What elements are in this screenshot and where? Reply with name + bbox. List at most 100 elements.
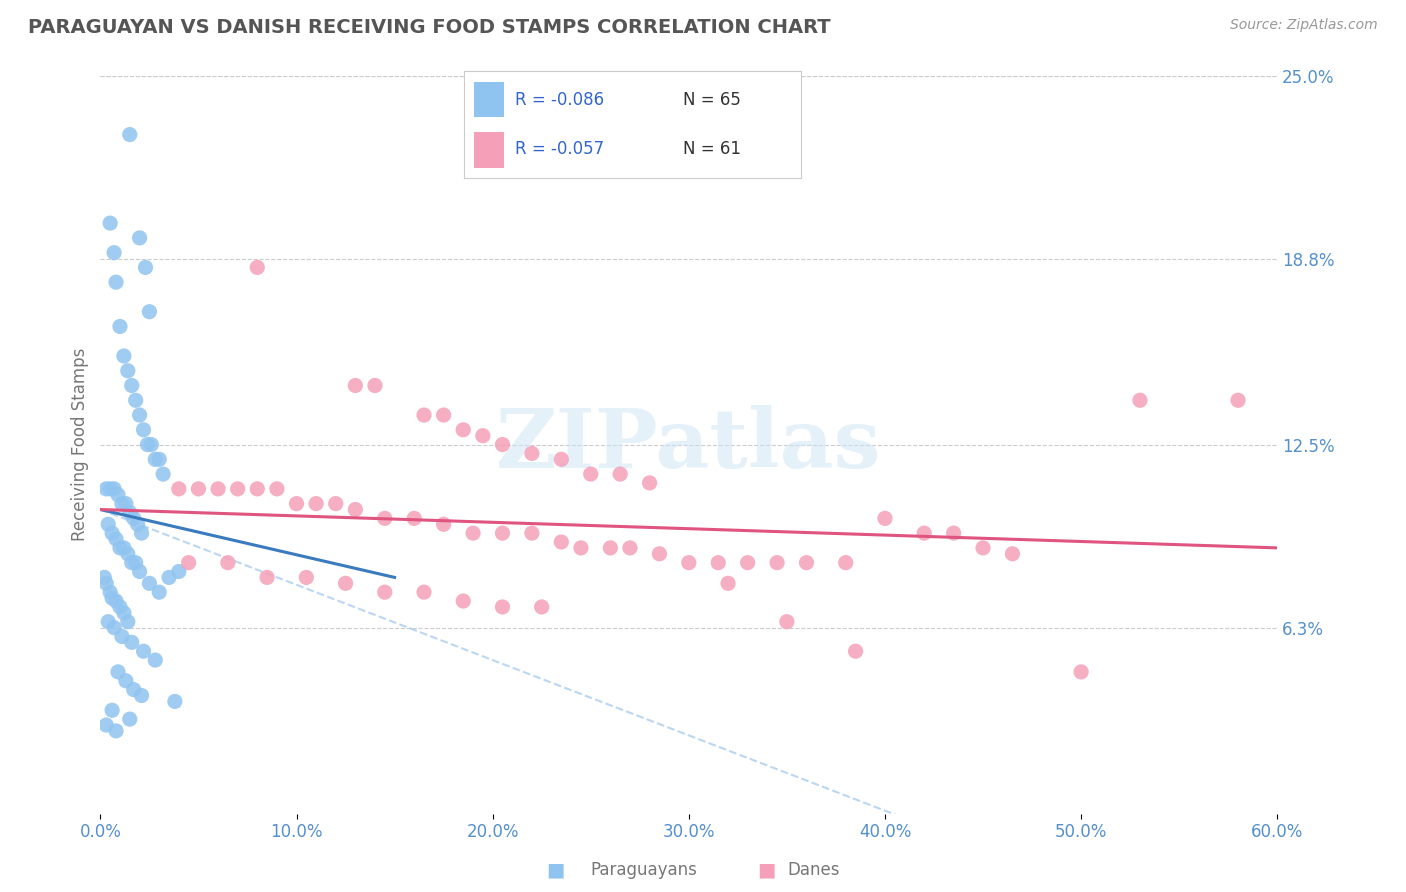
Point (266, 482, 288, 496)
Point (256, 570, 278, 584)
Point (121, 635, 143, 649)
Point (344, 502, 367, 516)
Point (226, 482, 249, 496)
Point (569, 541, 592, 555)
Point (143, 452, 166, 467)
Point (619, 541, 641, 555)
Point (118, 128, 141, 142)
Point (776, 615, 799, 629)
Point (148, 452, 170, 467)
Point (108, 319, 131, 334)
Point (108, 599, 131, 614)
Point (101, 591, 124, 605)
Point (335, 576, 357, 591)
Point (491, 526, 513, 541)
Point (471, 428, 494, 442)
Point (707, 556, 730, 570)
Point (141, 437, 163, 451)
Point (122, 511, 145, 525)
Point (105, 723, 128, 738)
Point (609, 467, 631, 481)
Point (520, 526, 543, 541)
FancyBboxPatch shape (474, 132, 505, 168)
Point (451, 423, 474, 437)
Point (108, 541, 131, 555)
Point (912, 526, 935, 541)
Point (844, 644, 866, 658)
Point (97, 517, 120, 532)
Point (167, 565, 190, 579)
Point (128, 408, 150, 422)
Point (491, 599, 513, 614)
Point (217, 556, 239, 570)
Point (246, 482, 269, 496)
Point (413, 408, 436, 422)
Point (364, 378, 387, 392)
Point (148, 585, 170, 599)
Point (131, 689, 153, 703)
Text: ■: ■ (546, 860, 565, 880)
Point (115, 673, 138, 688)
Point (98, 216, 121, 230)
Point (413, 585, 436, 599)
Point (717, 576, 740, 591)
Point (117, 364, 139, 378)
Point (134, 260, 156, 275)
Point (285, 497, 308, 511)
Point (374, 585, 396, 599)
Point (103, 621, 125, 635)
Point (374, 511, 396, 525)
Point (520, 446, 543, 460)
Point (132, 644, 155, 658)
Text: ZIPatlas: ZIPatlas (496, 405, 882, 484)
Point (433, 408, 456, 422)
Point (599, 541, 621, 555)
Point (1227, 393, 1250, 408)
Point (143, 653, 166, 667)
Point (112, 541, 135, 555)
Point (648, 547, 671, 561)
Point (835, 556, 858, 570)
Point (96, 576, 118, 591)
Point (796, 556, 818, 570)
Point (138, 576, 160, 591)
Point (117, 615, 139, 629)
Point (942, 526, 965, 541)
Point (96, 718, 118, 732)
Point (1001, 547, 1024, 561)
Point (638, 475, 661, 490)
Y-axis label: Receiving Food Stamps: Receiving Food Stamps (72, 348, 89, 541)
Text: ■: ■ (756, 860, 776, 880)
Point (550, 535, 572, 549)
Point (112, 606, 135, 620)
Point (105, 275, 128, 289)
Point (579, 467, 602, 481)
Point (121, 378, 143, 392)
Point (111, 497, 134, 511)
Point (132, 423, 155, 437)
Point (177, 556, 200, 570)
Point (305, 497, 328, 511)
Point (128, 565, 150, 579)
Point (972, 541, 994, 555)
Point (187, 482, 209, 496)
Point (461, 526, 484, 541)
Point (152, 467, 174, 481)
Point (115, 497, 138, 511)
Point (128, 231, 150, 245)
Text: R = -0.086: R = -0.086 (515, 91, 603, 109)
Point (873, 511, 896, 525)
Point (344, 378, 367, 392)
Point (103, 482, 125, 496)
Point (136, 437, 159, 451)
Point (433, 517, 456, 532)
Point (96, 482, 118, 496)
Point (678, 556, 700, 570)
Point (101, 703, 124, 717)
Point (97, 615, 120, 629)
Point (124, 393, 146, 408)
Point (1129, 393, 1152, 408)
Point (404, 511, 426, 525)
Point (105, 594, 128, 608)
Point (127, 517, 149, 532)
